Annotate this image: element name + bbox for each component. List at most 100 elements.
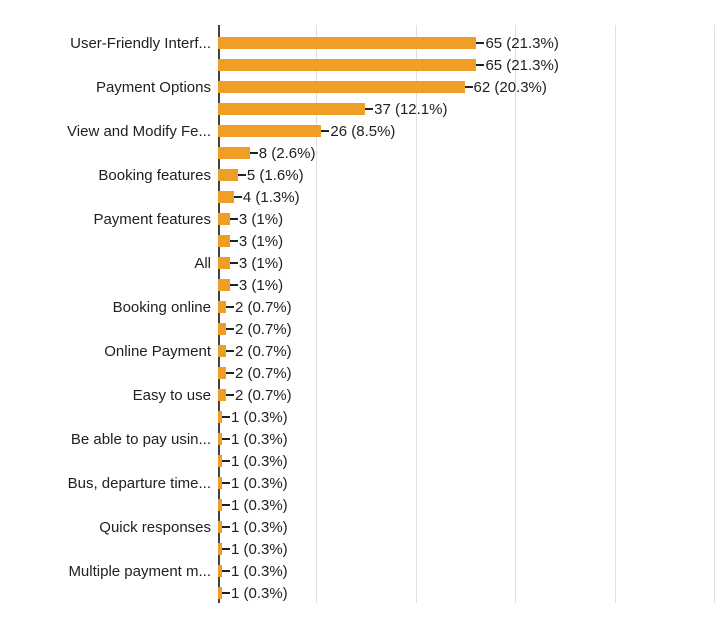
plot-cell: 3 (1%) (218, 274, 715, 296)
bar-row: 3 (1%) (0, 230, 715, 252)
bar[interactable] (218, 499, 222, 511)
connector-line (365, 108, 374, 110)
bar-row: 1 (0.3%) (0, 406, 715, 428)
bar[interactable] (218, 169, 238, 181)
connector-line (225, 306, 234, 308)
plot-cell: 1 (0.3%) (218, 516, 715, 538)
bar[interactable] (218, 455, 222, 467)
bar[interactable] (218, 301, 226, 313)
plot-cell: 1 (0.3%) (218, 494, 715, 516)
bar-row: Quick responses 1 (0.3%) (0, 516, 715, 538)
value-label: 4 (1.3%) (242, 188, 300, 206)
bar-row: Online Payment 2 (0.7%) (0, 340, 715, 362)
value-label: 3 (1%) (238, 210, 284, 228)
category-label: Online Payment (104, 342, 211, 360)
plot-cell: 65 (21.3%) (218, 54, 715, 76)
bar[interactable] (218, 389, 226, 401)
gridline (714, 25, 715, 603)
category-label: User-Friendly Interf... (70, 34, 211, 52)
connector-line (221, 504, 230, 506)
connector-line (221, 548, 230, 550)
category-label: Payment Options (95, 78, 211, 96)
bar[interactable] (218, 565, 222, 577)
bar[interactable] (218, 543, 222, 555)
category-label: View and Modify Fe... (67, 122, 211, 140)
bar-row: 2 (0.7%) (0, 318, 715, 340)
plot-cell: 2 (0.7%) (218, 362, 715, 384)
gridline (415, 25, 417, 603)
bar-row: Payment Options 62 (20.3%) (0, 76, 715, 98)
connector-line (476, 42, 485, 44)
connector-line (225, 394, 234, 396)
bar[interactable] (218, 411, 222, 423)
bar[interactable] (218, 59, 477, 71)
connector-line (464, 86, 473, 88)
gridlines-layer (218, 25, 715, 603)
value-label: 37 (12.1%) (374, 100, 448, 118)
category-label: Payment features (93, 210, 211, 228)
connector-line (321, 130, 330, 132)
plot-cell: 1 (0.3%) (218, 582, 715, 604)
plot-cell: 26 (8.5%) (218, 120, 715, 142)
bar[interactable] (218, 103, 366, 115)
value-label: 2 (0.7%) (234, 342, 292, 360)
plot-cell: 4 (1.3%) (218, 186, 715, 208)
bar-row: 2 (0.7%) (0, 362, 715, 384)
plot-cell: 2 (0.7%) (218, 384, 715, 406)
connector-line (225, 328, 234, 330)
plot-cell: 1 (0.3%) (218, 428, 715, 450)
category-label: All (194, 254, 211, 272)
bar-row: 1 (0.3%) (0, 538, 715, 560)
bar[interactable] (218, 279, 230, 291)
bar[interactable] (218, 147, 250, 159)
value-label: 1 (0.3%) (230, 474, 288, 492)
value-label: 5 (1.6%) (246, 166, 304, 184)
connector-line (221, 482, 230, 484)
bar-row: 37 (12.1%) (0, 98, 715, 120)
bar[interactable] (218, 477, 222, 489)
value-label: 26 (8.5%) (330, 122, 396, 140)
value-label: 3 (1%) (238, 254, 284, 272)
bar[interactable] (218, 81, 465, 93)
bar[interactable] (218, 125, 322, 137)
bar-row: Booking features 5 (1.6%) (0, 164, 715, 186)
connector-line (221, 526, 230, 528)
connector-line (237, 174, 246, 176)
bar[interactable] (218, 323, 226, 335)
bar-row: User-Friendly Interf... 65 (21.3%) (0, 32, 715, 54)
bar[interactable] (218, 235, 230, 247)
category-label: Booking features (98, 166, 211, 184)
plot-cell: 1 (0.3%) (218, 538, 715, 560)
value-label: 1 (0.3%) (230, 452, 288, 470)
connector-line (221, 570, 230, 572)
value-label: 1 (0.3%) (230, 562, 288, 580)
bar-row: 1 (0.3%) (0, 582, 715, 604)
plot-cell: 37 (12.1%) (218, 98, 715, 120)
connector-line (225, 350, 234, 352)
bar-row: Bus, departure time... 1 (0.3%) (0, 472, 715, 494)
gridline (614, 25, 616, 603)
bar[interactable] (218, 345, 226, 357)
bar-row: All 3 (1%) (0, 252, 715, 274)
bar[interactable] (218, 587, 222, 599)
plot-cell: 3 (1%) (218, 208, 715, 230)
plot-cell: 2 (0.7%) (218, 296, 715, 318)
value-label: 2 (0.7%) (234, 364, 292, 382)
bar[interactable] (218, 191, 234, 203)
bar[interactable] (218, 367, 226, 379)
bar[interactable] (218, 521, 222, 533)
bar[interactable] (218, 213, 230, 225)
bar[interactable] (218, 433, 222, 445)
plot-cell: 62 (20.3%) (218, 76, 715, 98)
plot-cell: 1 (0.3%) (218, 406, 715, 428)
bar-row: Be able to pay usin... 1 (0.3%) (0, 428, 715, 450)
bar[interactable] (218, 37, 477, 49)
connector-line (221, 460, 230, 462)
value-label: 2 (0.7%) (234, 320, 292, 338)
connector-line (221, 592, 230, 594)
gridline (316, 25, 318, 603)
connector-line (229, 240, 238, 242)
value-label: 1 (0.3%) (230, 584, 288, 602)
bar[interactable] (218, 257, 230, 269)
